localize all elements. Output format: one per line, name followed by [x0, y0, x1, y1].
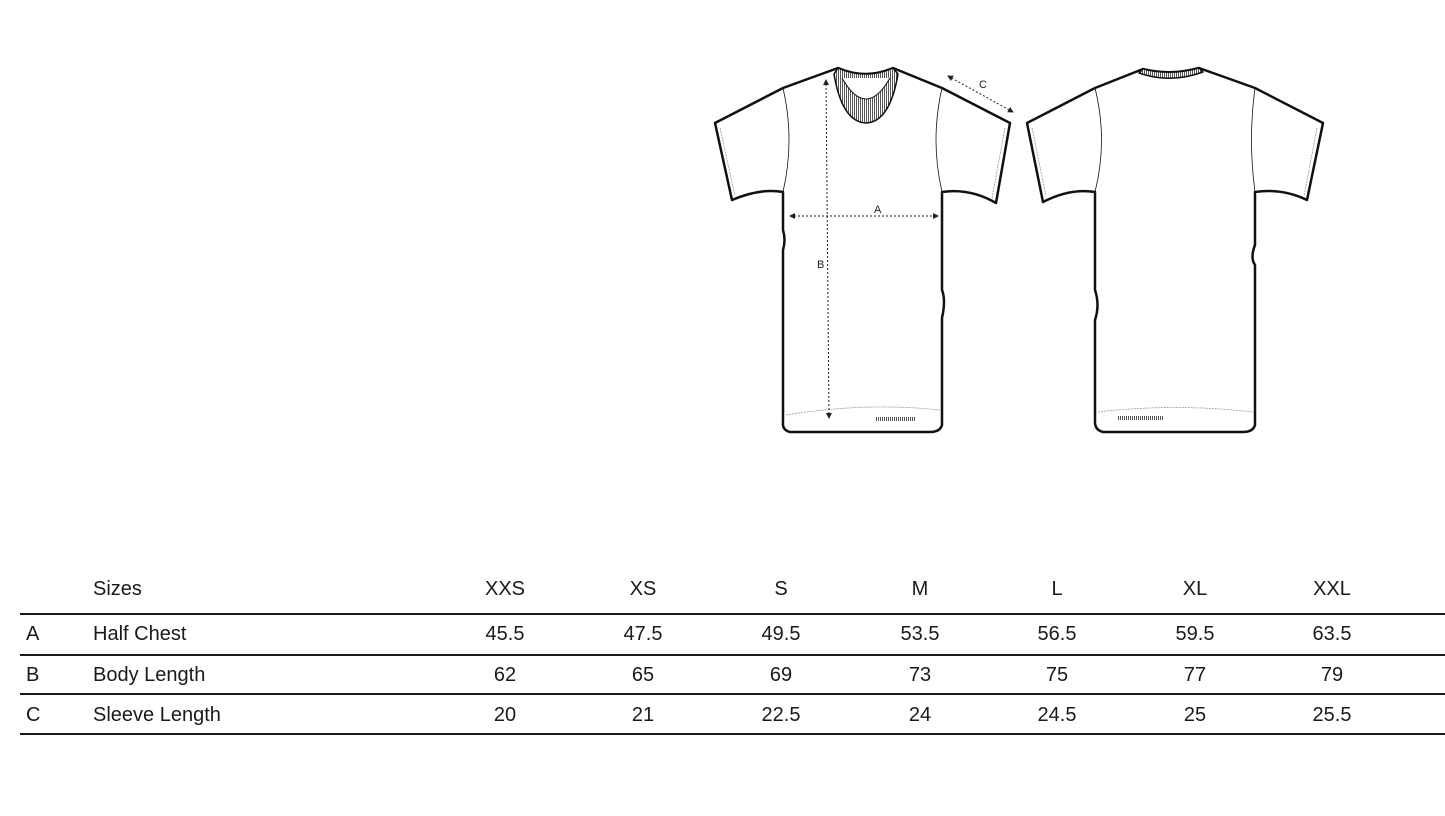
cell-value: 63.5: [1312, 623, 1352, 645]
cell-value: 62: [493, 664, 517, 686]
cell-value: 24: [908, 704, 932, 726]
size-header: XXS: [484, 578, 526, 600]
row-letter: C: [26, 704, 41, 726]
cell-value: 75: [1045, 664, 1069, 686]
size-header: XL: [1182, 578, 1208, 600]
row-name: Sleeve Length: [93, 704, 221, 726]
cell-value: 21: [631, 704, 655, 726]
tshirt-diagram: A B C: [713, 66, 1325, 434]
cell-value: 56.5: [1037, 623, 1077, 645]
cell-value: 59.5: [1175, 623, 1215, 645]
tshirt-front: [713, 66, 1012, 434]
label-b: B: [817, 259, 824, 271]
size-header: XS: [629, 578, 657, 600]
cell-value: 45.5: [485, 623, 525, 645]
divider: [20, 654, 1445, 656]
row-name: Half Chest: [93, 623, 187, 645]
cell-value: 65: [631, 664, 655, 686]
cell-value: 77: [1183, 664, 1207, 686]
cell-value: 73: [908, 664, 932, 686]
table-row: A Half Chest 45.5 47.5 49.5 53.5 56.5 59…: [0, 615, 1445, 655]
cell-value: 79: [1320, 664, 1344, 686]
sizes-header: Sizes: [93, 578, 142, 600]
cell-value: 25.5: [1312, 704, 1352, 726]
label-a: A: [874, 204, 882, 216]
size-header: L: [1051, 578, 1063, 600]
table-row: B Body Length 62 65 69 73 75 77 79: [0, 656, 1445, 696]
cell-value: 53.5: [900, 623, 940, 645]
row-letter: A: [26, 623, 40, 645]
tshirt-back: [1025, 66, 1325, 434]
table-row: C Sleeve Length 20 21 22.5 24 24.5 25 25…: [0, 696, 1445, 736]
cell-value: 24.5: [1037, 704, 1077, 726]
divider: [20, 733, 1445, 735]
cell-value: 49.5: [761, 623, 801, 645]
size-header: M: [911, 578, 929, 600]
row-letter: B: [26, 664, 40, 686]
cell-value: 69: [769, 664, 793, 686]
table-header-row: Sizes XXS XS S M L XL XXL: [0, 570, 1445, 610]
measure-lines: [789, 75, 1014, 419]
cell-value: 47.5: [623, 623, 663, 645]
label-c: C: [979, 79, 987, 91]
row-name: Body Length: [93, 664, 206, 686]
cell-value: 22.5: [761, 704, 801, 726]
size-header: S: [774, 578, 788, 600]
cell-value: 25: [1183, 704, 1207, 726]
divider: [20, 613, 1445, 615]
size-header: XXL: [1313, 578, 1351, 600]
cell-value: 20: [493, 704, 517, 726]
divider: [20, 693, 1445, 695]
